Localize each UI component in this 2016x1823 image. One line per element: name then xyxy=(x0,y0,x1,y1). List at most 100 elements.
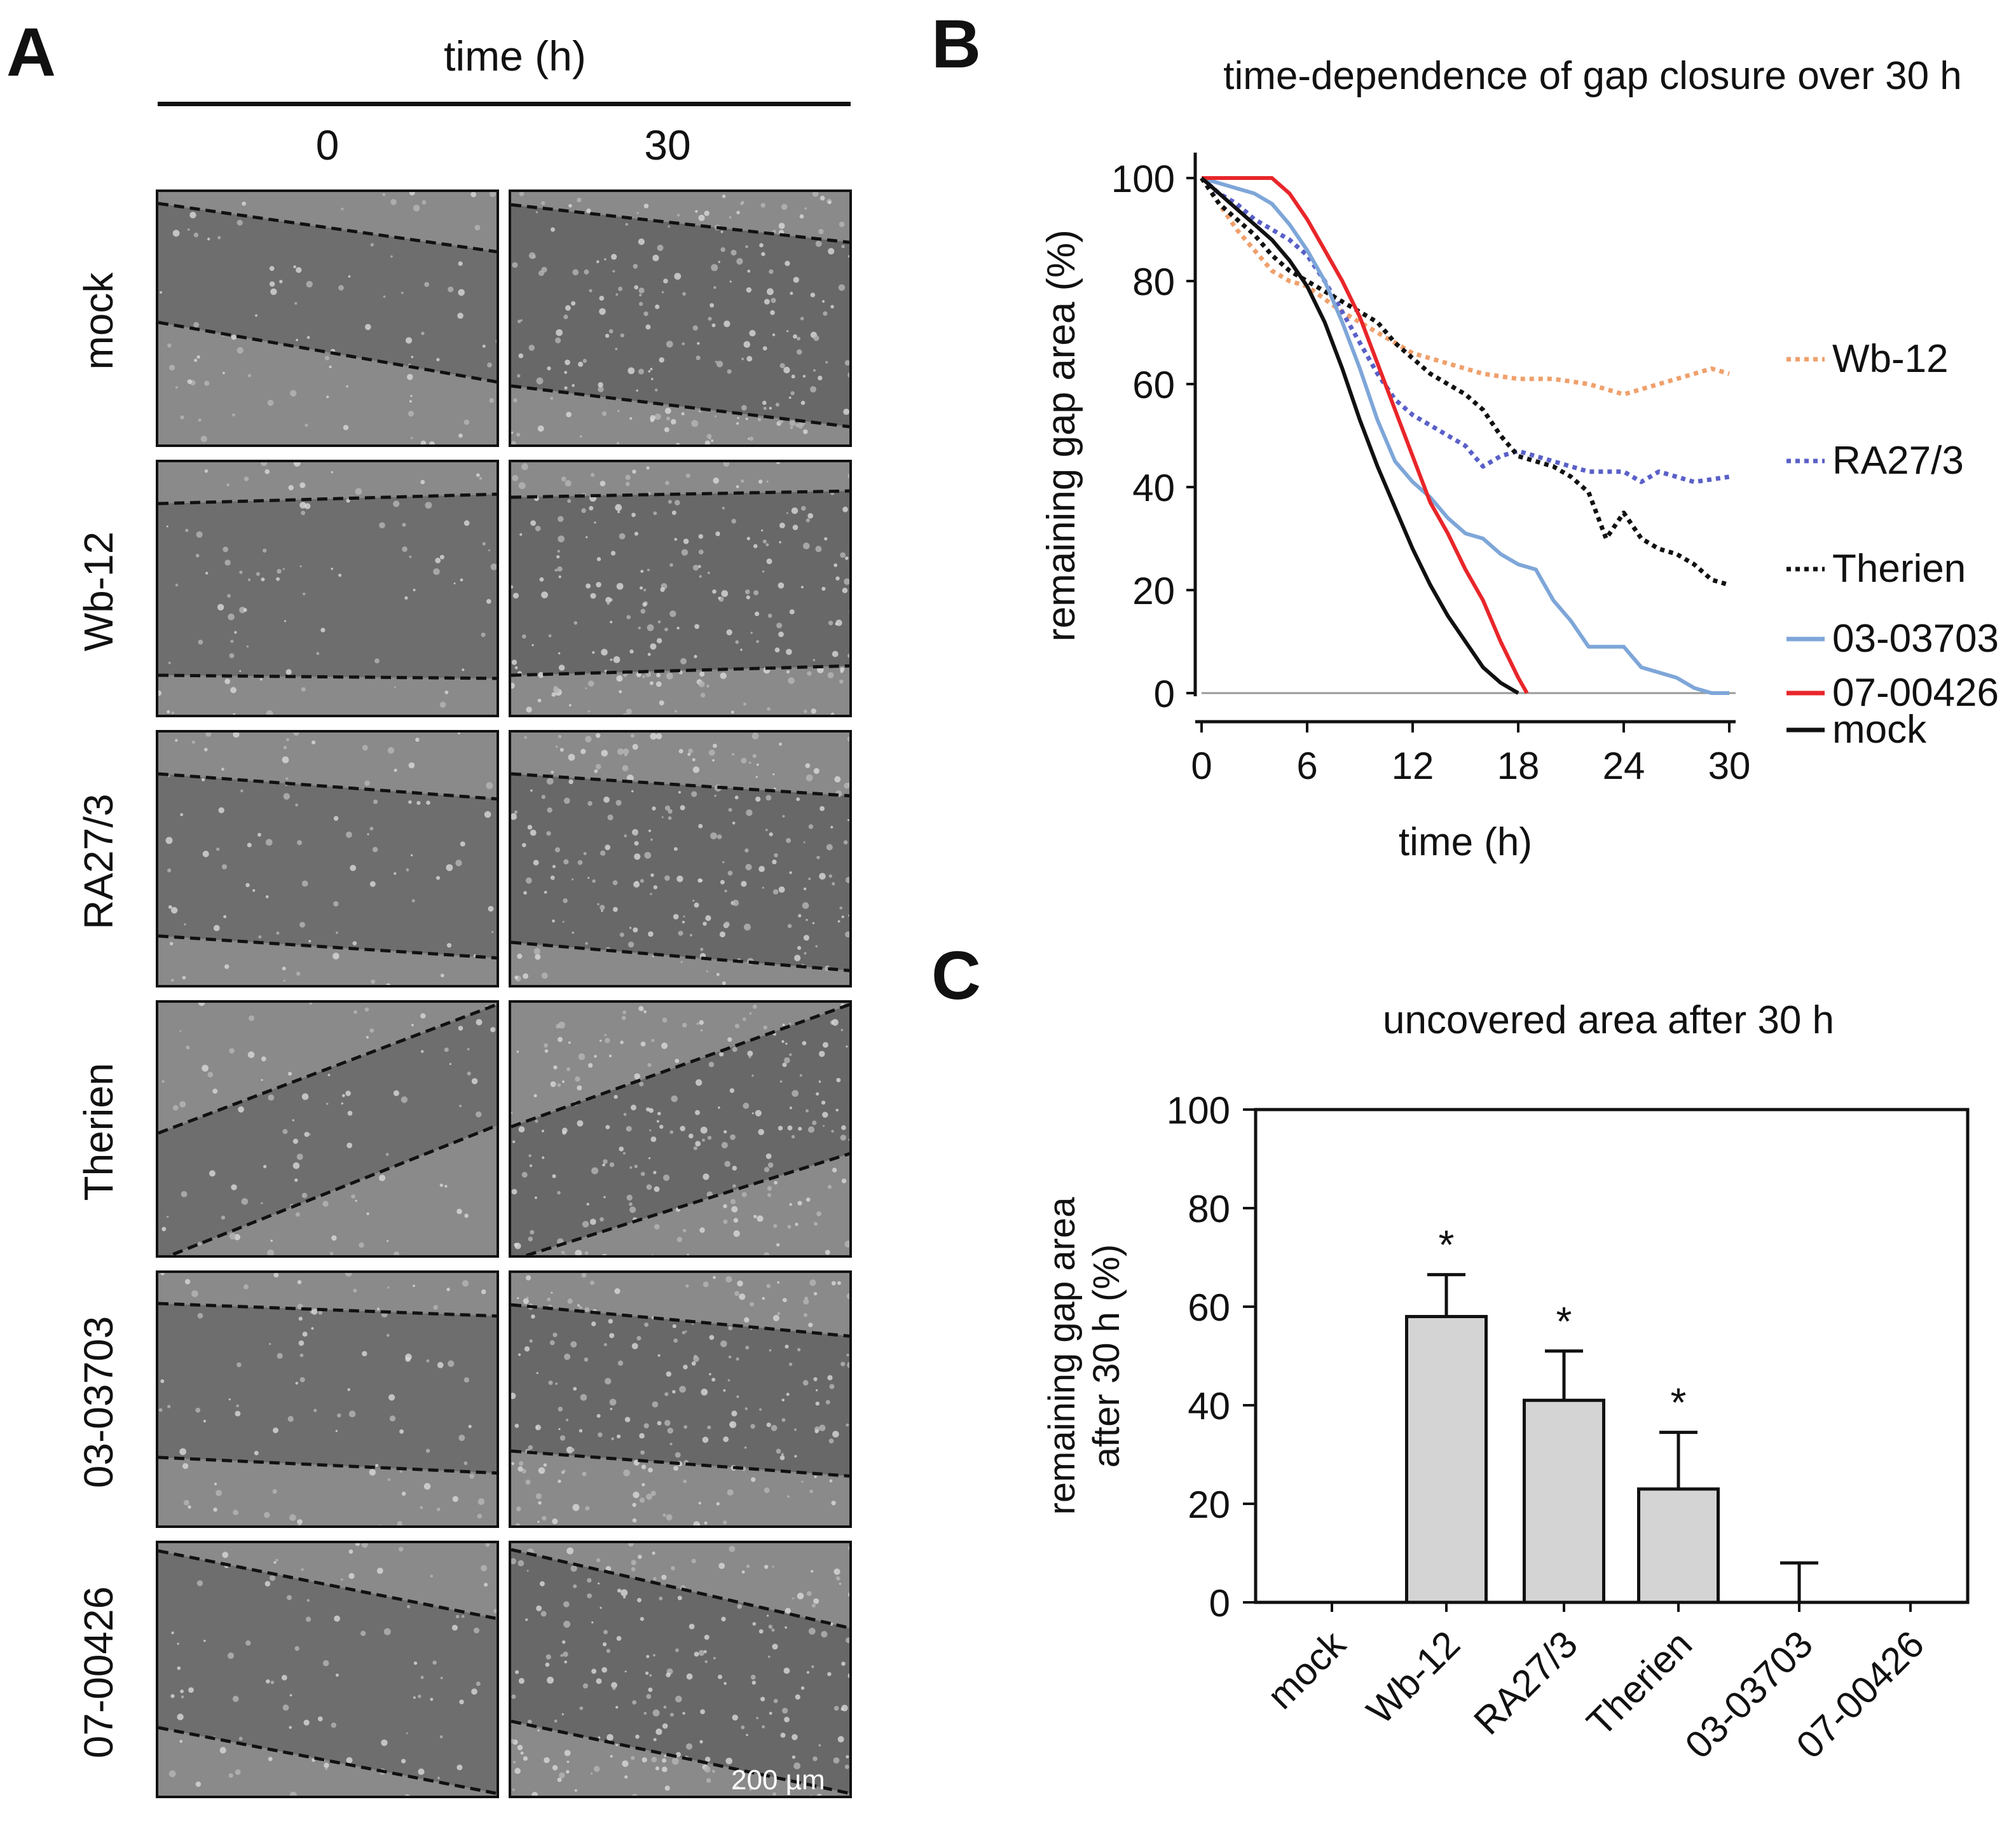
cell-speck xyxy=(838,284,846,291)
cell-speck xyxy=(729,216,732,219)
cell-speck xyxy=(579,1429,583,1433)
cell-speck xyxy=(775,402,779,407)
cell-speck xyxy=(473,1627,480,1634)
cell-speck xyxy=(406,1605,411,1609)
cell-speck xyxy=(681,412,685,416)
cell-speck xyxy=(273,1427,278,1433)
cell-speck xyxy=(355,488,362,495)
cell-speck xyxy=(568,753,575,761)
cell-speck xyxy=(567,1298,573,1304)
cell-speck xyxy=(699,1227,705,1233)
cell-speck xyxy=(476,1681,481,1686)
cell-speck xyxy=(846,1045,848,1048)
cell-speck xyxy=(559,748,564,752)
cell-speck xyxy=(584,1357,589,1362)
cell-speck xyxy=(231,334,237,340)
cell-speck xyxy=(825,361,828,364)
cell-speck xyxy=(703,1281,709,1288)
cell-speck xyxy=(749,1787,752,1791)
cell-speck xyxy=(399,1429,404,1434)
cell-speck xyxy=(808,824,814,829)
cell-speck xyxy=(718,596,721,600)
cell-speck xyxy=(240,789,243,793)
cell-speck xyxy=(582,1471,587,1476)
cell-speck xyxy=(217,603,224,611)
cell-speck xyxy=(587,1578,592,1583)
cell-speck xyxy=(541,1129,544,1132)
cell-speck xyxy=(831,1501,836,1506)
cell-speck xyxy=(806,518,810,523)
significance-marker: * xyxy=(1671,1380,1687,1426)
cell-speck xyxy=(551,771,554,774)
cell-speck xyxy=(828,200,832,205)
micrograph-therien-30h xyxy=(509,1000,852,1258)
cell-speck xyxy=(643,1712,647,1715)
cell-speck xyxy=(803,429,808,434)
wound-edge-line xyxy=(511,772,849,797)
cell-speck xyxy=(661,1766,668,1772)
cell-speck xyxy=(650,838,653,841)
cell-speck xyxy=(637,1598,641,1602)
cell-speck xyxy=(677,214,680,217)
cell-speck xyxy=(511,659,518,665)
cell-layer-top xyxy=(511,1273,849,1337)
cell-speck xyxy=(525,877,532,884)
cell-speck xyxy=(629,926,632,929)
cell-speck xyxy=(552,1255,556,1258)
cell-speck xyxy=(451,1625,458,1631)
cell-speck xyxy=(808,1628,816,1635)
cell-speck xyxy=(518,1353,521,1356)
cell-speck xyxy=(622,765,629,772)
x-tick-label: 18 xyxy=(1497,745,1540,787)
cell-speck xyxy=(691,1558,696,1564)
cell-speck xyxy=(779,1080,783,1083)
cell-speck xyxy=(622,748,629,755)
cell-speck xyxy=(654,1186,660,1192)
cell-speck xyxy=(341,207,344,210)
cell-speck xyxy=(514,1768,521,1774)
cell-speck xyxy=(769,1349,772,1352)
cell-speck xyxy=(783,366,790,374)
cell-speck xyxy=(729,1088,735,1093)
cell-speck xyxy=(313,1408,317,1412)
cell-speck xyxy=(669,1442,673,1445)
cell-speck xyxy=(819,195,825,201)
cell-speck xyxy=(293,462,301,467)
cell-speck xyxy=(359,1242,364,1248)
wound-edge-line xyxy=(158,1003,497,1135)
cell-speck xyxy=(295,1382,298,1385)
cell-speck xyxy=(843,840,848,845)
cell-speck xyxy=(185,528,189,532)
cell-speck xyxy=(237,1362,242,1368)
cell-speck xyxy=(612,270,615,273)
cell-speck xyxy=(618,286,623,291)
cell-speck xyxy=(786,512,788,514)
cell-speck xyxy=(833,1568,840,1575)
cell-speck xyxy=(737,416,739,419)
cell-speck xyxy=(470,192,477,198)
cell-speck xyxy=(788,1362,793,1366)
cell-speck xyxy=(517,319,521,324)
cell-speck xyxy=(318,1310,323,1315)
cell-speck xyxy=(279,280,283,284)
cell-speck xyxy=(462,1614,465,1618)
cell-speck xyxy=(301,1192,308,1199)
x-tick-label: Wb-12 xyxy=(1359,1623,1468,1732)
cell-speck xyxy=(615,347,618,350)
cell-speck xyxy=(759,243,764,247)
cell-speck xyxy=(559,1435,566,1441)
micrograph-image xyxy=(511,192,849,444)
y-tick-label: 40 xyxy=(1188,1385,1230,1427)
cell-speck xyxy=(287,1415,294,1422)
cell-speck xyxy=(333,901,339,907)
panel-a-letter: A xyxy=(6,13,56,90)
cell-speck xyxy=(655,304,660,310)
cell-speck xyxy=(345,1273,352,1277)
cell-speck xyxy=(788,1022,792,1025)
cell-speck xyxy=(694,902,699,908)
cell-speck xyxy=(596,1558,601,1562)
cell-speck xyxy=(755,1110,762,1117)
cell-speck xyxy=(545,1662,550,1667)
cell-speck xyxy=(732,1166,737,1171)
y-tick-label: 0 xyxy=(1154,673,1175,715)
